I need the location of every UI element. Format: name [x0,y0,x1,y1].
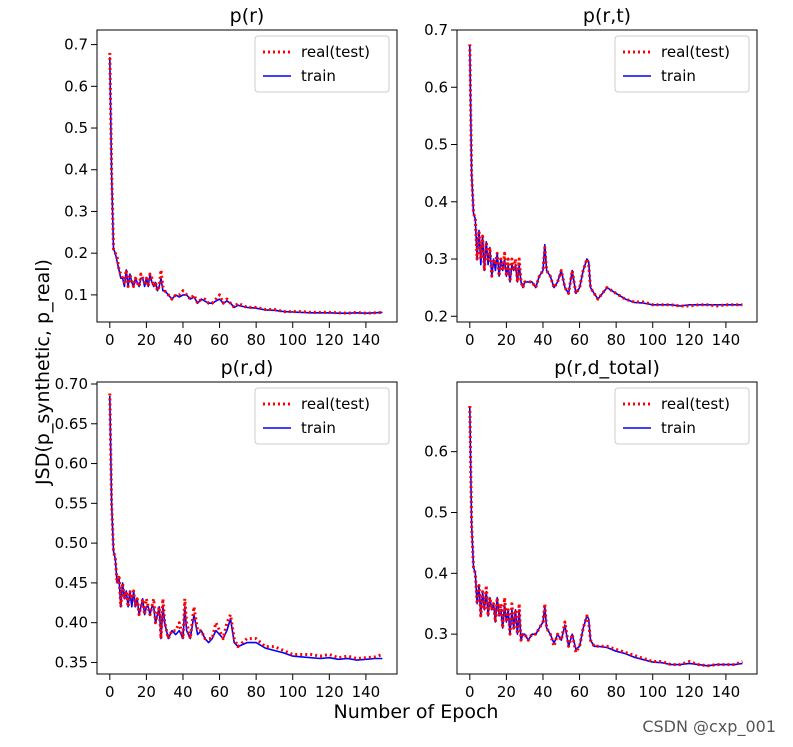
x-tick-label: 60 [570,683,589,701]
x-tick-label: 80 [607,331,626,349]
x-tick-label: 100 [278,331,307,349]
legend-label: train [661,419,696,437]
chart-panel-3: p(r,d) 0 20 40 60 80 100 120 140 0.35 0.40 0.45 0.50… [55,357,398,701]
panels: p(r) 0 20 40 60 80 100 120 140 0.1 0.2 0.3 0.4 0.5 0.6… [55,5,758,701]
legend: real(test) train [254,387,390,445]
legend-frame [254,387,390,445]
x-tick-label: 140 [352,683,381,701]
x-tick-label: 120 [675,331,704,349]
series-group [468,405,743,668]
y-tick-label: 0.4 [424,193,448,211]
series-group [468,44,743,308]
y-tick-label: 0.2 [424,307,448,325]
x-tick-label: 60 [570,331,589,349]
chart-panel-4: p(r,d_total) 0 20 40 60 80 100 120 140 0.3 0.4 0.5 0… [424,357,758,701]
x-tick-label: 20 [137,683,156,701]
chart-title: p(r) [230,5,265,27]
y-tick-label: 0.55 [55,494,88,512]
legend-label: train [301,419,336,437]
y-tick-label: 0.4 [424,564,448,582]
y-tick-label: 0.6 [64,77,88,95]
x-tick-label: 120 [315,683,344,701]
x-tick-label: 100 [638,683,667,701]
legend-frame [614,35,750,93]
series-line-train [109,57,383,315]
x-tick-label: 20 [497,683,516,701]
y-tick-label: 0.5 [424,136,448,154]
figure-xlabel: Number of Epoch [334,701,499,723]
chart-panel-1: p(r) 0 20 40 60 80 100 120 140 0.1 0.2 0.3 0.4 0.5 0.6… [64,5,398,349]
x-tick-label: 80 [607,683,626,701]
x-tick-label: 0 [465,683,475,701]
watermark: CSDN @cxp_001 [642,717,776,737]
legend-label: real(test) [301,395,370,413]
y-tick-label: 0.65 [55,415,88,433]
series-line-real-test [468,44,743,308]
plot-frame [96,29,398,323]
x-tick-label: 40 [173,683,192,701]
y-tick-label: 0.3 [64,202,88,220]
y-tick-label: 0.50 [55,534,88,552]
legend: real(test) train [614,35,750,93]
y-tick-label: 0.5 [64,119,88,137]
y-tick-label: 0.35 [55,653,88,671]
y-tick-label: 0.45 [55,574,88,592]
y-tick-label: 0.6 [424,78,448,96]
x-tick-label: 120 [675,683,704,701]
legend-label: train [301,67,336,85]
series-group [108,52,383,315]
legend-label: train [661,67,696,85]
x-tick-label: 80 [247,331,266,349]
x-tick-label: 40 [173,331,192,349]
plot-frame [456,381,758,675]
y-tick-label: 0.2 [64,244,88,262]
x-tick-label: 100 [278,683,307,701]
y-tick-label: 0.4 [64,161,88,179]
x-tick-label: 80 [247,683,266,701]
y-tick-label: 0.6 [424,443,448,461]
y-tick-label: 0.40 [55,614,88,632]
plot-frame [96,381,398,675]
y-tick-label: 0.7 [64,36,88,54]
x-tick-label: 120 [315,331,344,349]
x-tick-label: 140 [712,331,741,349]
series-line-real-test [468,405,743,668]
x-tick-label: 40 [533,331,552,349]
x-tick-label: 140 [352,331,381,349]
x-tick-label: 20 [497,331,516,349]
plot-frame [456,29,758,323]
legend-label: real(test) [301,43,370,61]
x-tick-label: 0 [105,331,115,349]
legend-label: real(test) [661,395,730,413]
x-tick-label: 0 [465,331,475,349]
figure-ylabel: JSD(p_synthetic, p_real) [32,259,54,486]
y-tick-label: 0.7 [424,21,448,39]
x-tick-label: 20 [137,331,156,349]
legend: real(test) train [254,35,390,93]
chart-title: p(r,t) [583,5,631,27]
series-line-train [109,395,383,661]
x-tick-label: 0 [105,683,115,701]
chart-panel-2: p(r,t) 0 20 40 60 80 100 120 140 0.2 0.3 0.4 0.5 0.6 0… [424,5,758,349]
y-tick-label: 0.3 [424,625,448,643]
chart-title: p(r,d) [221,357,274,379]
y-tick-label: 0.5 [424,503,448,521]
y-tick-label: 0.1 [64,286,88,304]
legend-label: real(test) [661,43,730,61]
x-tick-label: 60 [210,683,229,701]
x-tick-label: 140 [712,683,741,701]
chart-title: p(r,d_total) [554,357,660,379]
x-tick-label: 100 [638,331,667,349]
x-tick-label: 60 [210,331,229,349]
legend-frame [254,35,390,93]
y-tick-label: 0.70 [55,375,88,393]
y-tick-label: 0.3 [424,250,448,268]
series-group [108,393,383,661]
series-line-real-test [108,393,383,660]
y-tick-label: 0.60 [55,455,88,473]
legend-frame [614,387,750,445]
legend: real(test) train [614,387,750,445]
x-tick-label: 40 [533,683,552,701]
